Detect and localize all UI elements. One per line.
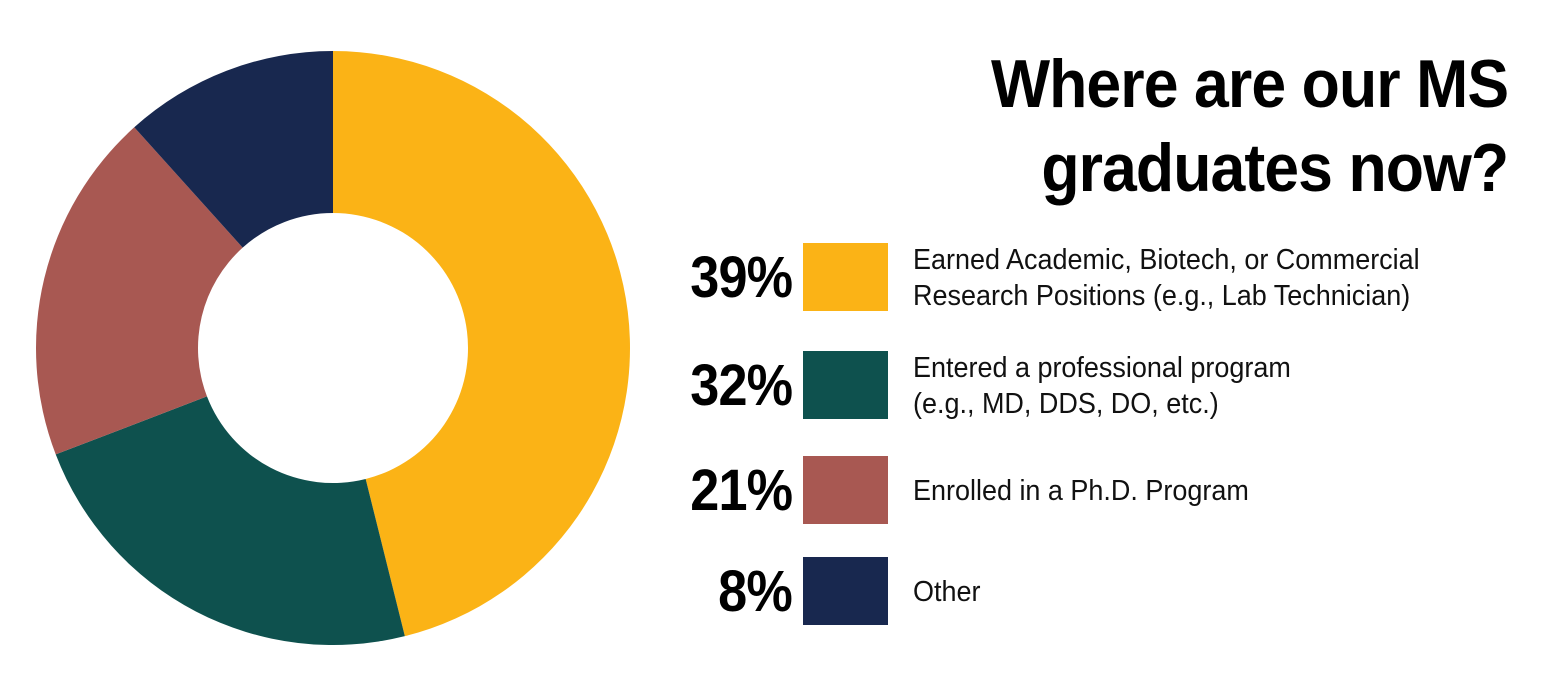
legend-label: Entered a professional program (e.g., MD… bbox=[913, 352, 1291, 420]
legend-swatch bbox=[803, 243, 888, 311]
legend-label: Other bbox=[913, 576, 981, 608]
legend-label: Earned Academic, Biotech, or Commercial … bbox=[913, 244, 1420, 312]
legend-item-professional: 32% Entered a professional program (e.g.… bbox=[660, 351, 1550, 421]
donut-slice bbox=[35, 127, 243, 455]
legend-swatch bbox=[803, 351, 888, 419]
legend: 39% Earned Academic, Biotech, or Commerc… bbox=[660, 0, 1550, 689]
donut-chart bbox=[35, 51, 630, 646]
donut-slice bbox=[333, 51, 630, 637]
legend-swatch bbox=[803, 456, 888, 524]
legend-percent: 21% bbox=[690, 458, 793, 523]
legend-item-phd: 21% Enrolled in a Ph.D. Program bbox=[660, 456, 1550, 526]
chart-title: Where are our MS graduates now? bbox=[990, 42, 1509, 210]
legend-percent: 39% bbox=[690, 245, 793, 310]
title-line-1: Where are our MS bbox=[990, 46, 1509, 122]
donut-slice bbox=[55, 396, 405, 646]
legend-item-other: 8% Other bbox=[660, 557, 1550, 627]
legend-label: Enrolled in a Ph.D. Program bbox=[913, 475, 1249, 507]
legend-percent: 8% bbox=[718, 559, 793, 624]
donut-slice bbox=[134, 51, 333, 248]
legend-item-research: 39% Earned Academic, Biotech, or Commerc… bbox=[660, 243, 1550, 313]
legend-percent: 32% bbox=[690, 353, 793, 418]
title-line-2: graduates now? bbox=[1041, 130, 1509, 206]
legend-swatch bbox=[803, 557, 888, 625]
